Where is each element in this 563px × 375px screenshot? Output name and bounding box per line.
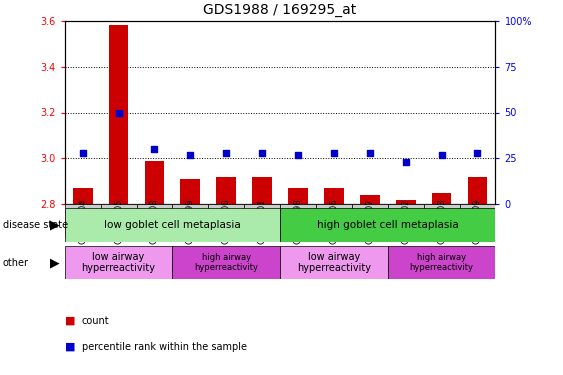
FancyBboxPatch shape bbox=[459, 204, 495, 238]
Point bbox=[258, 150, 267, 156]
Text: percentile rank within the sample: percentile rank within the sample bbox=[82, 342, 247, 352]
Bar bbox=[109, 25, 128, 204]
FancyBboxPatch shape bbox=[388, 204, 424, 238]
Bar bbox=[360, 195, 379, 204]
Text: ▶: ▶ bbox=[50, 256, 60, 269]
Point bbox=[329, 150, 338, 156]
Text: GSM89807: GSM89807 bbox=[365, 198, 374, 244]
Text: ■: ■ bbox=[65, 316, 75, 326]
Text: GSM89806: GSM89806 bbox=[329, 198, 338, 244]
Bar bbox=[181, 179, 200, 204]
Point bbox=[78, 150, 87, 156]
Text: GSM89808: GSM89808 bbox=[150, 198, 159, 244]
FancyBboxPatch shape bbox=[172, 246, 280, 279]
Text: count: count bbox=[82, 316, 109, 326]
Bar bbox=[252, 177, 272, 204]
Point bbox=[222, 150, 231, 156]
Bar bbox=[432, 193, 452, 204]
Bar bbox=[468, 177, 488, 204]
FancyBboxPatch shape bbox=[280, 204, 316, 238]
FancyBboxPatch shape bbox=[244, 204, 280, 238]
FancyBboxPatch shape bbox=[65, 204, 101, 238]
Point bbox=[186, 152, 195, 158]
FancyBboxPatch shape bbox=[137, 204, 172, 238]
Bar bbox=[288, 188, 308, 204]
Text: GSM89804: GSM89804 bbox=[78, 198, 87, 244]
FancyBboxPatch shape bbox=[316, 204, 352, 238]
Bar bbox=[216, 177, 236, 204]
FancyBboxPatch shape bbox=[101, 204, 137, 238]
Bar bbox=[145, 161, 164, 204]
Text: low airway
hyperreactivity: low airway hyperreactivity bbox=[297, 252, 371, 273]
Point bbox=[365, 150, 374, 156]
Text: GSM89803: GSM89803 bbox=[437, 198, 446, 244]
FancyBboxPatch shape bbox=[424, 204, 459, 238]
Point bbox=[293, 152, 302, 158]
FancyBboxPatch shape bbox=[280, 246, 388, 279]
Bar bbox=[73, 188, 92, 204]
Text: other: other bbox=[3, 258, 29, 267]
FancyBboxPatch shape bbox=[208, 204, 244, 238]
Text: ■: ■ bbox=[65, 342, 75, 352]
Point bbox=[473, 150, 482, 156]
Point bbox=[401, 159, 410, 165]
Title: GDS1988 / 169295_at: GDS1988 / 169295_at bbox=[203, 3, 357, 17]
Text: low goblet cell metaplasia: low goblet cell metaplasia bbox=[104, 220, 241, 230]
Text: disease state: disease state bbox=[3, 220, 68, 230]
Text: high goblet cell metaplasia: high goblet cell metaplasia bbox=[317, 220, 459, 230]
Text: high airway
hyperreactivity: high airway hyperreactivity bbox=[410, 253, 473, 272]
Bar bbox=[396, 200, 415, 204]
FancyBboxPatch shape bbox=[65, 246, 172, 279]
Text: GSM89798: GSM89798 bbox=[293, 198, 302, 244]
FancyBboxPatch shape bbox=[388, 246, 495, 279]
Text: GSM89800: GSM89800 bbox=[222, 198, 231, 244]
Point bbox=[437, 152, 446, 158]
FancyBboxPatch shape bbox=[280, 208, 495, 242]
Text: high airway
hyperreactivity: high airway hyperreactivity bbox=[194, 253, 258, 272]
Text: ▶: ▶ bbox=[50, 219, 60, 231]
Point bbox=[150, 146, 159, 152]
Text: low airway
hyperreactivity: low airway hyperreactivity bbox=[82, 252, 155, 273]
Text: GSM89805: GSM89805 bbox=[114, 198, 123, 244]
Text: GSM89809: GSM89809 bbox=[473, 198, 482, 244]
Text: GSM89801: GSM89801 bbox=[258, 198, 267, 244]
Text: GSM89799: GSM89799 bbox=[186, 198, 195, 244]
Text: GSM89802: GSM89802 bbox=[401, 198, 410, 244]
Bar bbox=[324, 188, 344, 204]
FancyBboxPatch shape bbox=[352, 204, 388, 238]
Point bbox=[114, 110, 123, 116]
FancyBboxPatch shape bbox=[65, 208, 280, 242]
FancyBboxPatch shape bbox=[172, 204, 208, 238]
